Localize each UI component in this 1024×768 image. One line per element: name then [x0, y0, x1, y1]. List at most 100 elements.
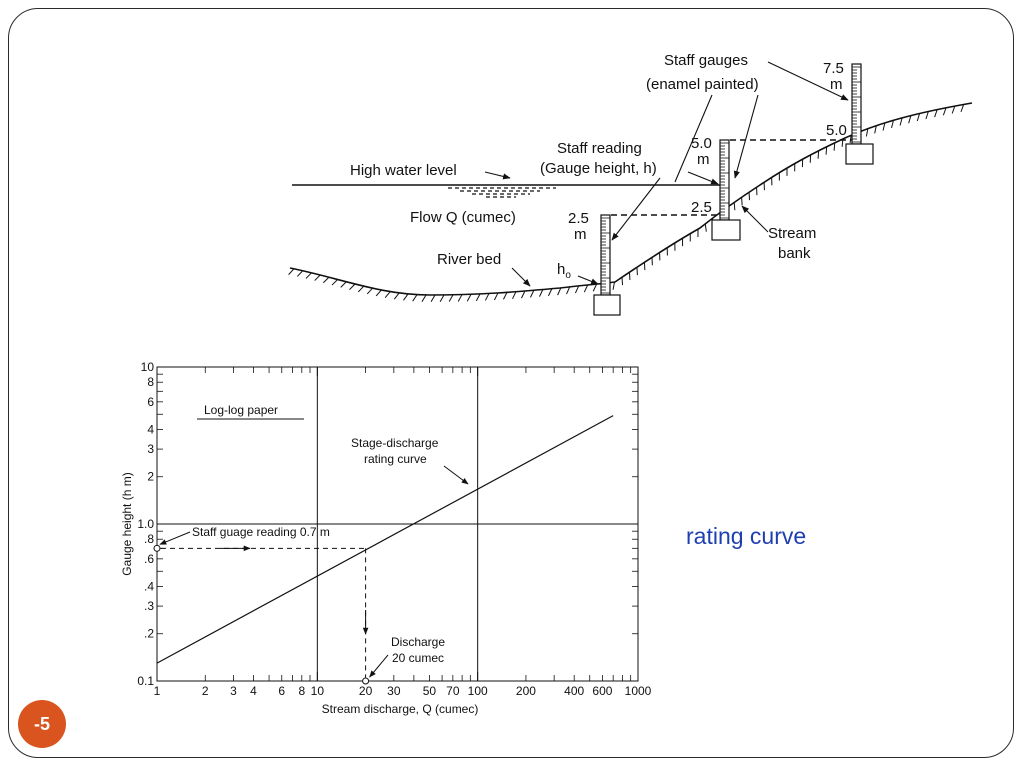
ground-hatch-mark: [503, 292, 508, 300]
x-tick-label: 6: [278, 684, 285, 698]
ground-hatch-mark: [375, 289, 382, 297]
x-tick-label: 8: [298, 684, 305, 698]
ground-hatch-mark: [934, 109, 938, 118]
ground-hatch-mark: [557, 287, 562, 296]
ground-hatch-mark: [733, 202, 736, 211]
gauge3-top-unit: m: [830, 76, 843, 93]
ground-hatch-mark: [925, 111, 929, 120]
ground-hatch-mark: [484, 293, 490, 301]
ground-hatch-mark: [704, 223, 707, 232]
discharge-label-1: Discharge: [391, 635, 445, 649]
chart-ticks: [156, 366, 639, 682]
ground-hatch-mark: [331, 279, 338, 286]
rating-curve-chart: 1 2 3 4 6 8 10 20 30 50 70 100 200 400 600 1000 0.1.2.3…: [120, 360, 652, 716]
gauge3-level-value: 5.0: [826, 122, 847, 139]
ground-hatch-mark: [916, 113, 921, 122]
staff-gauges-label-2: (enamel painted): [646, 76, 759, 93]
ground-hatch-mark: [951, 105, 956, 114]
ground-hatch-mark: [475, 293, 481, 302]
gauge2-level-value: 2.5: [691, 199, 712, 216]
ground-hatch-mark: [466, 294, 472, 302]
ground-hatch-mark: [574, 285, 580, 294]
ground-hatch-mark: [448, 294, 454, 302]
x-tick-label: 400: [564, 684, 584, 698]
x-tick-label: 1: [154, 684, 161, 698]
ground-hatch-mark: [340, 281, 347, 288]
ground-hatch-mark: [430, 294, 436, 303]
ground-hatch-mark: [612, 281, 615, 290]
x-tick-label: 70: [446, 684, 460, 698]
x-tick-label: 10: [311, 684, 325, 698]
log-paper-label: Log-log paper: [204, 403, 278, 417]
y-axis-label: Gauge height (h m): [120, 472, 134, 575]
ground-hatch-mark: [521, 290, 526, 299]
y-tick-label: 3: [147, 442, 154, 456]
staff-reading-label-1: Staff reading: [557, 140, 642, 157]
staff-reading-label-2: (Gauge height, h): [540, 160, 657, 177]
ground-hatch-mark: [457, 294, 463, 302]
flow-label: Flow Q (cumec): [410, 209, 516, 226]
h0-label: ho: [557, 261, 571, 281]
ground-hatch-mark: [908, 115, 912, 124]
y-tick-label: 6: [147, 395, 154, 409]
rating-curve-caption: rating curve: [686, 523, 807, 549]
ground-hatch-mark: [296, 270, 304, 277]
ground-hatch-mark: [305, 272, 312, 279]
ground-hatch-mark: [882, 122, 886, 131]
ground-hatch-mark: [357, 285, 365, 293]
ground-hatch-mark: [539, 289, 544, 297]
reading-point: [153, 544, 161, 552]
curve-label-2: rating curve: [364, 452, 427, 466]
ground-hatch-mark: [833, 142, 836, 151]
slide-number-badge: -5: [18, 700, 66, 748]
staff-gauges-label-1: Staff gauges: [664, 52, 748, 69]
x-tick-label: 20: [359, 684, 373, 698]
y-tick-label: .2: [144, 627, 154, 641]
ground-hatch-mark: [899, 117, 903, 126]
ground-hatch-mark: [493, 292, 499, 301]
y-tick-label: .4: [144, 579, 154, 593]
y-tick-label: 0.1: [137, 674, 154, 688]
x-tick-label: 3: [230, 684, 237, 698]
y-tick-label: 8: [147, 375, 154, 389]
chart-gridlines: [157, 367, 638, 681]
gauge1-top-unit: m: [574, 226, 587, 243]
ground-hatch-mark: [874, 125, 877, 134]
ground-hatch-mark: [547, 288, 553, 297]
x-axis-label: Stream discharge, Q (cumec): [322, 702, 479, 716]
ground-hatch-mark: [960, 104, 965, 113]
y-tick-label: 4: [147, 422, 154, 436]
chart-annotations: [153, 465, 469, 685]
discharge-label-2: 20 cumec: [392, 651, 444, 665]
ground-hatch-mark: [366, 287, 373, 295]
staff-gauge-1: [593, 214, 621, 316]
x-tick-label: 200: [516, 684, 536, 698]
ground-hatch-mark: [349, 283, 356, 290]
x-tick-label: 4: [250, 684, 257, 698]
rating-curve-line: [156, 415, 614, 664]
curve-label-leader: [443, 465, 469, 485]
gauge2-top-value: 5.0: [691, 135, 712, 152]
ground-hatch-mark: [314, 274, 321, 281]
ground-hatch-mark: [583, 284, 589, 293]
staff-gauge-3: [845, 63, 874, 165]
stream-bank-label-1: Stream: [768, 225, 816, 242]
gauge1-top-value: 2.5: [568, 210, 589, 227]
gauge2-top-unit: m: [697, 151, 710, 168]
river-bed-label: River bed: [437, 251, 501, 268]
x-tick-label: 600: [592, 684, 612, 698]
x-tick-label: 2: [202, 684, 209, 698]
slide-frame: [8, 8, 1014, 758]
ground-hatch-mark: [393, 292, 400, 300]
ground-profile: [289, 102, 973, 296]
x-tick-label: 30: [387, 684, 401, 698]
ground-hatch-mark: [512, 291, 517, 300]
water-ripples: [448, 187, 556, 198]
ground-hatch-mark: [566, 286, 571, 295]
ground-hatch-mark: [403, 293, 409, 301]
y-tick-label: .6: [144, 552, 154, 566]
staff-gauge-2: [711, 139, 741, 241]
reading-label-leader: [159, 531, 191, 545]
ground-hatch-mark: [421, 294, 427, 302]
discharge-point: [362, 677, 370, 685]
